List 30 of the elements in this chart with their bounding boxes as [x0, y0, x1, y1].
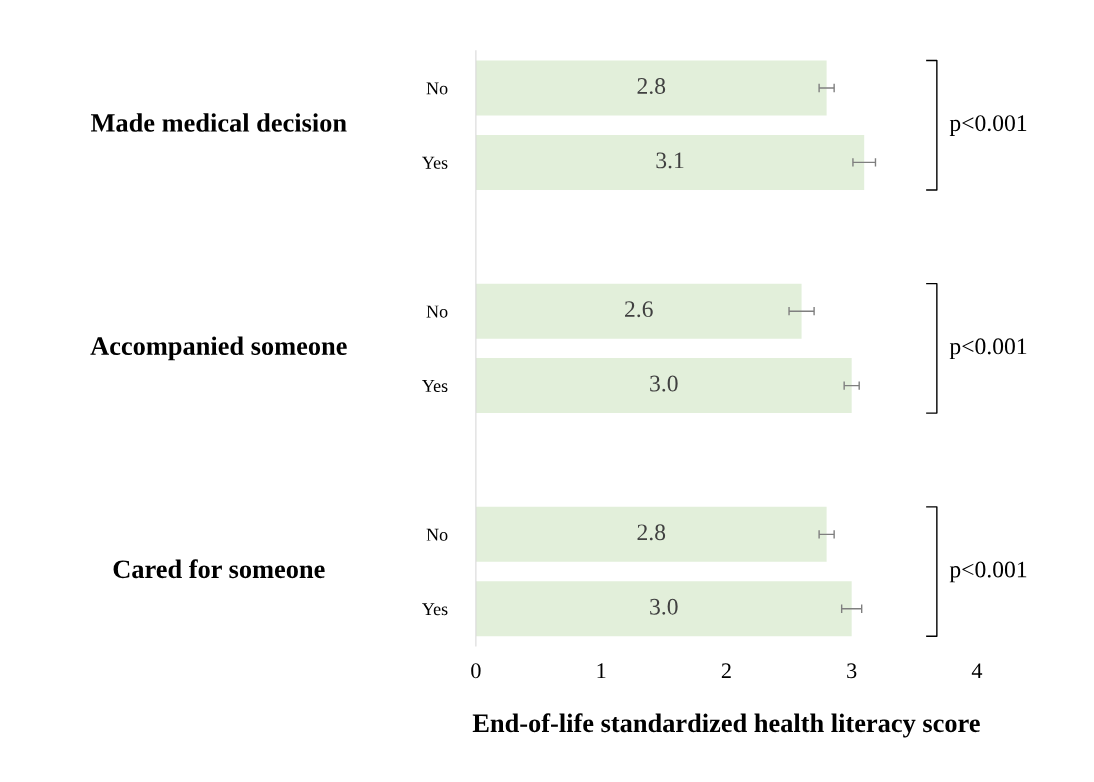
bar	[475, 283, 802, 339]
x-axis-title: End-of-life standardized health literacy score	[472, 713, 980, 738]
annotation: p<0.001	[949, 561, 1027, 583]
data-label: 3.0	[650, 598, 678, 615]
data-label: 3.0	[650, 375, 678, 392]
data-label: 2.8	[637, 78, 666, 95]
data-label: 3.1	[656, 152, 684, 169]
bar	[475, 506, 827, 562]
x-tick-label: 3	[847, 663, 857, 679]
y-tick-label: Yes	[422, 603, 448, 616]
x-tick-label: 2	[721, 663, 731, 679]
y-tick-label: No	[426, 528, 448, 541]
bar	[475, 358, 852, 414]
y-tick-label: Yes	[422, 156, 448, 169]
x-tick-label: 0	[471, 663, 481, 679]
bar	[475, 60, 827, 116]
x-tick-label: 1	[597, 663, 606, 679]
bar	[475, 581, 852, 637]
y-tick-label: No	[426, 82, 448, 95]
y-tick-label: Yes	[422, 380, 448, 393]
text: Made medical decision	[90, 113, 347, 132]
annotation: p<0.001	[949, 115, 1027, 136]
y-tick-label: No	[426, 305, 448, 318]
x-tick-label: 4	[971, 663, 983, 679]
annotation: p<0.001	[949, 338, 1027, 360]
data-label: 2.6	[625, 301, 653, 318]
data-label: 2.8	[637, 524, 666, 541]
text: Accompanied someone	[90, 336, 347, 361]
text: Cared for someone	[113, 559, 325, 579]
bar	[475, 134, 865, 190]
